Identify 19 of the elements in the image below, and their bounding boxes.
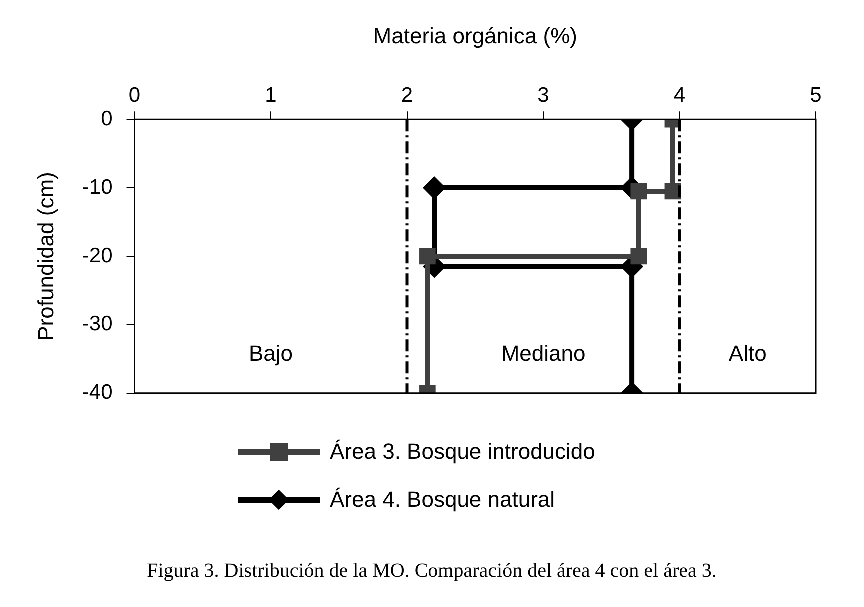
y-tick-label: -10 — [82, 176, 113, 199]
x-tick-label: 4 — [674, 84, 686, 107]
y-tick-label: -30 — [82, 312, 113, 336]
x-axis-title: Materia orgánica (%) — [373, 23, 578, 48]
annotation: Mediano — [501, 341, 586, 366]
y-tick-label: 0 — [101, 107, 113, 130]
x-tick-label: 1 — [265, 84, 277, 107]
text: Figura 3. Distribución de la MO. Comparación del área 4 con el área 3. — [146, 560, 718, 583]
y-axis-title: Profundidad (cm) — [33, 172, 58, 341]
x-tick-label: 0 — [128, 84, 141, 107]
annotation: Bajo — [248, 341, 294, 366]
x-tick-label: 3 — [538, 84, 550, 107]
x-tick-label: 2 — [401, 84, 414, 107]
y-tick-label: -40 — [82, 381, 113, 404]
legend-label: Área 3. Bosque introducido — [330, 439, 596, 465]
legend-label: Área 4. Bosque natural — [330, 487, 556, 513]
annotation: Alto — [728, 341, 767, 366]
x-tick-label: 5 — [810, 84, 822, 107]
y-tick-label: -20 — [82, 244, 113, 268]
